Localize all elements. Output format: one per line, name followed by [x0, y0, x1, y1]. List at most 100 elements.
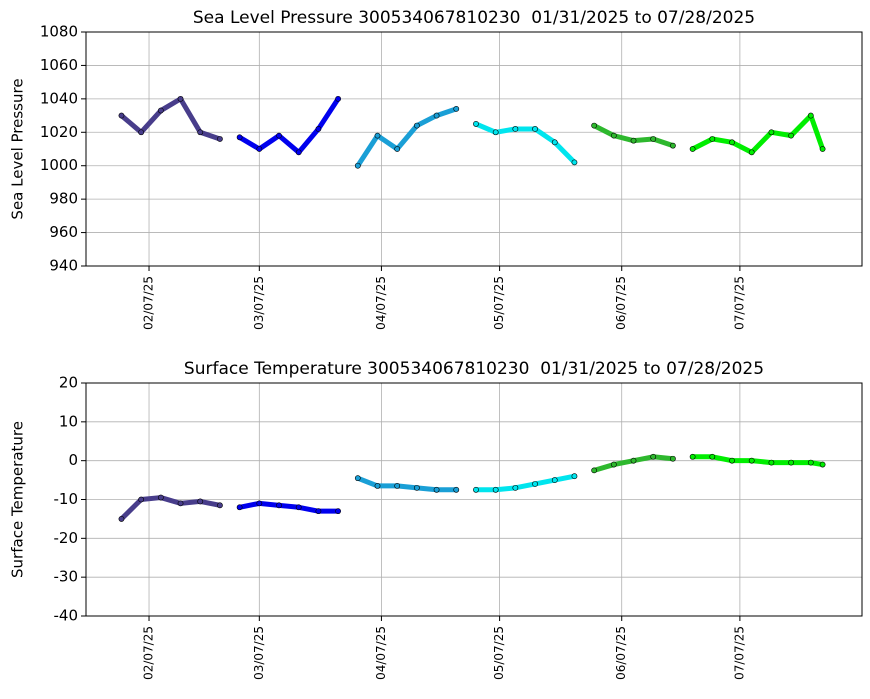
data-point: [177, 500, 184, 507]
data-point: [492, 129, 499, 136]
y-tick-label: 10: [59, 412, 78, 430]
data-point: [453, 105, 460, 112]
y-tick-label: -20: [54, 529, 79, 547]
data-point: [709, 453, 716, 460]
plot-frame: [85, 382, 863, 617]
y-tick-label: 960: [49, 223, 78, 241]
data-point: [709, 136, 716, 142]
y-tick-label: 0: [68, 451, 78, 469]
x-tick-label: 05/07/25: [492, 276, 506, 330]
y-axis-label: Sea Level Pressure: [9, 78, 27, 219]
data-point: [532, 481, 538, 487]
y-tick-label: -30: [54, 568, 79, 586]
data-line: [237, 96, 341, 155]
data-point: [729, 457, 735, 464]
data-point: [374, 132, 381, 139]
data-point: [551, 477, 558, 483]
x-tick-label: 03/07/25: [252, 276, 266, 330]
data-point: [197, 129, 204, 136]
y-tick-label: -40: [54, 607, 79, 625]
data-point: [276, 132, 282, 139]
data-line: [690, 113, 826, 155]
data-line: [355, 475, 459, 493]
data-point: [335, 95, 342, 102]
data-line: [237, 500, 341, 514]
y-tick-label: -10: [54, 490, 79, 508]
data-point: [551, 139, 558, 146]
data-point: [118, 516, 125, 522]
data-point: [354, 162, 361, 169]
x-tick-label: 02/07/25: [142, 626, 156, 680]
y-tick-label: 1080: [40, 23, 78, 41]
x-tick-label: 07/07/25: [732, 626, 746, 680]
data-point: [807, 112, 814, 119]
data-point: [394, 146, 401, 152]
data-point: [413, 122, 420, 129]
chart-title: Surface Temperature 300534067810230 01/3…: [184, 359, 764, 379]
plot-frame: [85, 31, 863, 267]
x-tick-label: 06/07/25: [614, 626, 628, 680]
data-point: [256, 146, 263, 152]
data-point: [788, 459, 794, 466]
data-point: [295, 149, 302, 156]
chart-title: Sea Level Pressure 300534067810230 01/31…: [193, 8, 755, 28]
data-point: [433, 112, 440, 119]
data-point: [256, 500, 263, 507]
data-line: [118, 495, 223, 522]
data-point: [236, 134, 243, 141]
data-line: [118, 96, 223, 142]
data-point: [630, 137, 637, 144]
data-point: [157, 107, 164, 114]
data-point: [689, 146, 696, 152]
data-point: [473, 486, 479, 493]
data-point: [177, 95, 184, 102]
x-tick-label: 03/07/25: [252, 626, 266, 680]
y-tick-label: 20: [59, 374, 78, 392]
data-line: [473, 473, 577, 493]
data-point: [118, 112, 125, 119]
data-point: [217, 136, 223, 142]
data-point: [512, 484, 519, 491]
data-point: [670, 455, 676, 462]
data-point: [217, 502, 223, 509]
x-tick-label: 05/07/25: [492, 626, 506, 680]
data-point: [807, 459, 814, 466]
data-point: [354, 475, 361, 482]
data-point: [650, 453, 657, 460]
y-tick-label: 1060: [40, 56, 78, 74]
data-point: [788, 132, 794, 139]
x-tick-label: 02/07/25: [142, 276, 156, 330]
data-line: [473, 121, 577, 165]
data-point: [630, 457, 637, 464]
data-point: [335, 508, 342, 515]
y-tick-label: 1000: [40, 156, 78, 174]
data-point: [670, 142, 676, 149]
y-tick-label: 940: [49, 257, 78, 275]
data-point: [433, 486, 440, 493]
data-point: [138, 496, 145, 503]
x-tick-label: 04/07/25: [374, 276, 388, 330]
y-tick-label: 1020: [40, 123, 78, 141]
data-point: [591, 122, 598, 129]
data-line: [690, 454, 826, 468]
x-tick-label: 07/07/25: [732, 276, 746, 330]
data-point: [315, 508, 322, 515]
data-point: [610, 132, 617, 139]
data-point: [394, 483, 401, 489]
data-point: [729, 139, 735, 146]
data-point: [748, 149, 755, 156]
data-point: [512, 126, 519, 132]
x-tick-label: 06/07/25: [614, 276, 628, 330]
data-point: [591, 467, 598, 474]
x-tick-label: 04/07/25: [374, 626, 388, 680]
data-point: [473, 121, 479, 127]
data-point: [197, 498, 204, 505]
data-point: [138, 129, 145, 136]
data-line: [355, 106, 459, 169]
data-point: [236, 504, 243, 511]
data-point: [315, 126, 322, 132]
data-point: [610, 461, 617, 468]
data-point: [413, 484, 420, 491]
data-point: [157, 494, 164, 501]
